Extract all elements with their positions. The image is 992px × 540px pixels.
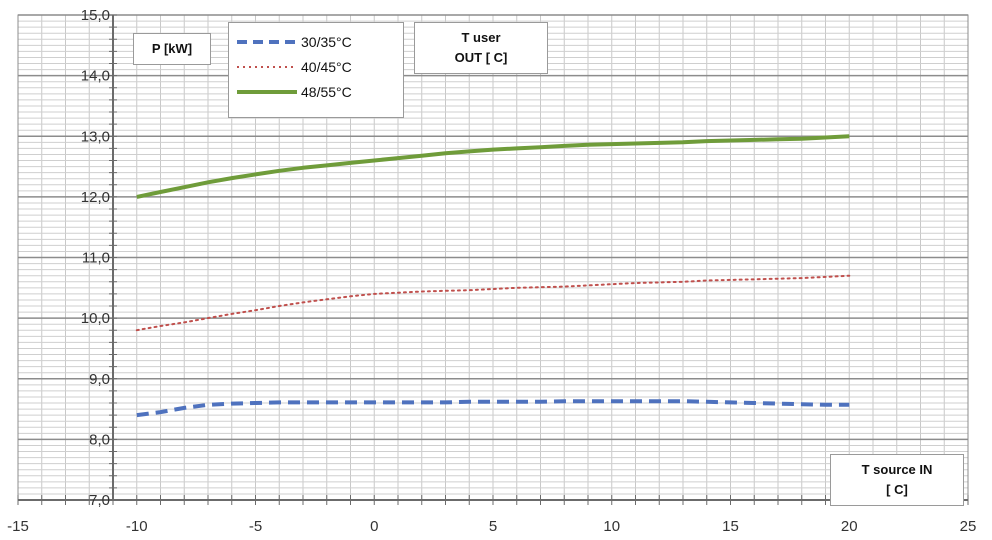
x-tick-label: -10 (126, 518, 148, 535)
x-axis-label: T source IN [ C] (830, 454, 964, 506)
y-tick-label: 14,0 (81, 68, 110, 85)
x-tick-label: 5 (489, 518, 497, 535)
y-tick-label: 15,0 (81, 7, 110, 24)
y-tick-label: 8,0 (89, 431, 110, 448)
series-line-0 (136, 399, 850, 418)
x-tick-label: 20 (841, 518, 858, 535)
legend-item-30-35: 30/35°C (229, 29, 403, 54)
legend-label: 40/45°C (301, 58, 352, 75)
y-tick-label: 13,0 (81, 128, 110, 145)
x-tick-label: 0 (370, 518, 378, 535)
tick-labels: 15,0 14,0 13,0 12,0 11,0 10,0 9,0 8,0 7,0 -15 -10 -… (7, 7, 976, 535)
y-tick-label: 10,0 (81, 310, 110, 327)
legend-swatch-40-45 (237, 65, 297, 68)
grid (17, 14, 969, 501)
legend-title: T user OUT [ C] (414, 22, 548, 74)
y-tick-label: 11,0 (82, 250, 110, 267)
legend: 30/35°C 40/45°C 48/55°C (228, 22, 404, 118)
x-axis-label-line-1: T source IN (861, 462, 933, 477)
x-tick-label: 10 (603, 518, 620, 535)
x-tick-label: -5 (249, 518, 262, 535)
legend-swatch-30-35 (237, 39, 297, 44)
legend-item-48-55: 48/55°C (229, 79, 403, 104)
series-line-1 (135, 274, 851, 332)
legend-label: 48/55°C (301, 83, 352, 100)
x-tick-label: 25 (960, 518, 977, 535)
legend-title-line-1: T user (461, 30, 501, 45)
x-tick-label: -15 (7, 518, 29, 535)
x-axis-label-line-2: [ C] (886, 482, 908, 497)
legend-title-line-2: OUT [ C] (454, 50, 508, 65)
axes (17, 14, 969, 505)
x-tick-label: 15 (722, 518, 739, 535)
legend-item-40-45: 40/45°C (229, 54, 403, 79)
y-tick-label: 7,0 (89, 492, 110, 509)
legend-swatch-48-55 (237, 89, 297, 94)
y-tick-label: 9,0 (89, 371, 110, 388)
y-axis-label: P [kW] (133, 33, 211, 65)
y-tick-label: 12,0 (81, 189, 110, 206)
legend-label: 30/35°C (301, 33, 352, 50)
series-group (135, 134, 851, 418)
series-line-2 (136, 134, 850, 199)
